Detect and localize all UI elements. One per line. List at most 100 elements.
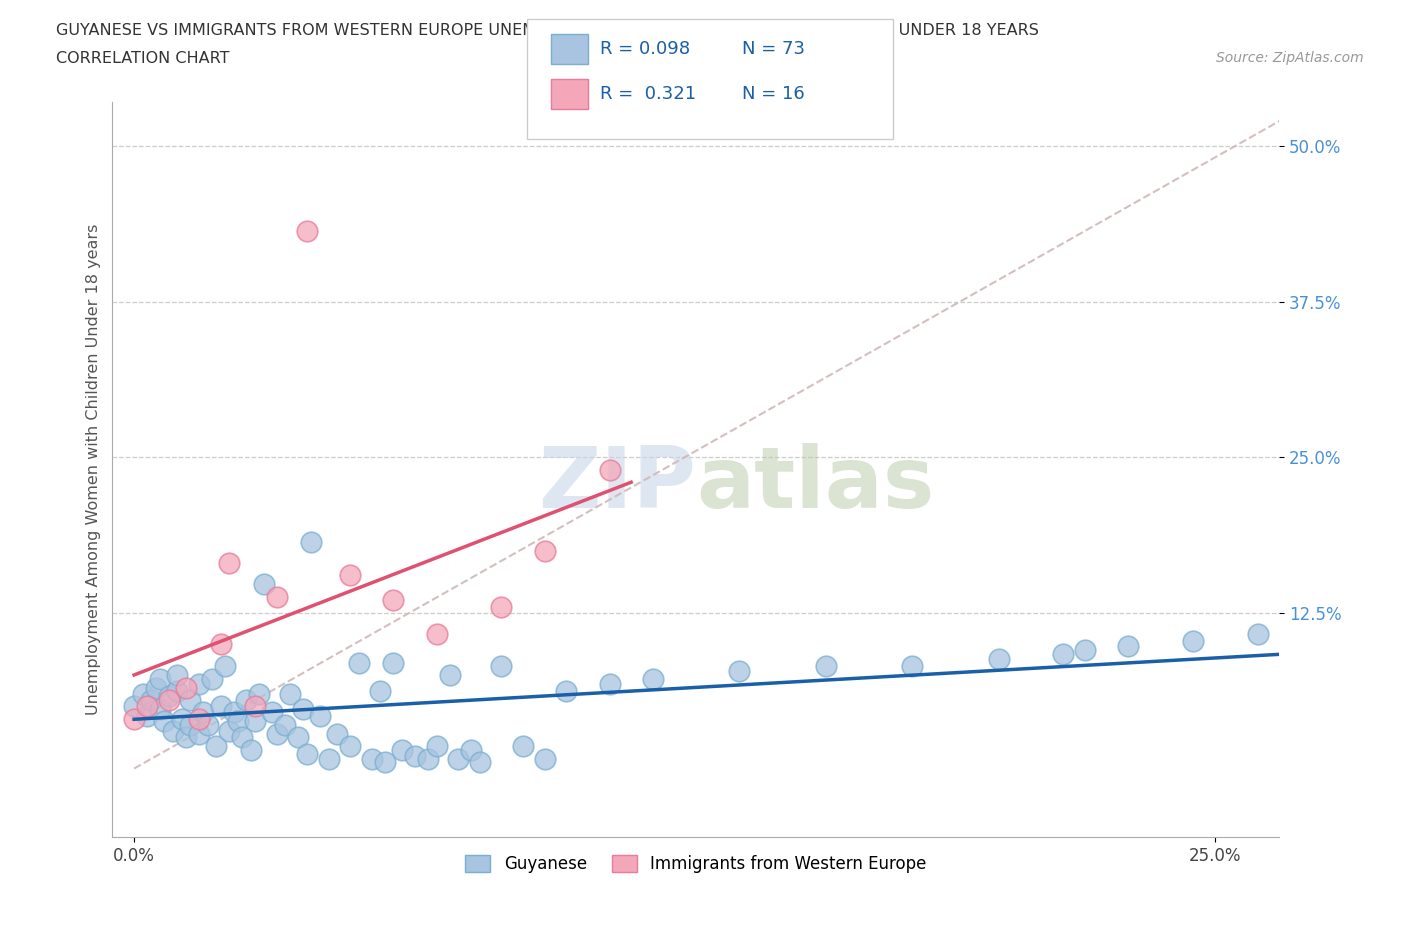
Point — [326, 726, 349, 741]
Point — [187, 711, 209, 726]
Point — [382, 593, 405, 608]
Point — [299, 535, 322, 550]
Point — [166, 668, 188, 683]
Point — [533, 751, 555, 766]
Point — [187, 726, 209, 741]
Point — [149, 701, 172, 716]
Point — [226, 713, 249, 728]
Point — [287, 730, 309, 745]
Point — [901, 659, 924, 674]
Point — [728, 664, 751, 679]
Text: R =  0.321: R = 0.321 — [600, 85, 696, 103]
Point — [491, 599, 513, 614]
Point — [382, 656, 405, 671]
Point — [197, 717, 219, 732]
Point — [447, 751, 470, 766]
Point — [145, 680, 167, 695]
Point — [491, 659, 513, 674]
Point — [166, 684, 188, 698]
Point — [187, 676, 209, 691]
Point — [347, 656, 370, 671]
Point — [533, 543, 555, 558]
Text: ZIP: ZIP — [538, 443, 696, 525]
Point — [339, 568, 361, 583]
Point — [360, 751, 382, 766]
Point — [243, 698, 266, 713]
Point — [641, 671, 664, 686]
Point — [122, 698, 145, 713]
Point — [1182, 634, 1205, 649]
Point — [599, 462, 621, 477]
Point — [201, 671, 224, 686]
Point — [278, 686, 301, 701]
Point — [1052, 646, 1074, 661]
Point — [555, 684, 578, 698]
Point — [174, 730, 197, 745]
Point — [374, 755, 396, 770]
Text: N = 73: N = 73 — [742, 40, 806, 59]
Point — [599, 676, 621, 691]
Point — [170, 711, 193, 726]
Point — [218, 724, 240, 738]
Text: atlas: atlas — [696, 443, 934, 525]
Point — [439, 668, 461, 683]
Point — [987, 652, 1010, 667]
Point — [209, 636, 232, 651]
Point — [1116, 639, 1139, 654]
Point — [149, 671, 172, 686]
Point — [209, 698, 232, 713]
Point — [141, 693, 163, 708]
Point — [1247, 627, 1270, 642]
Point — [179, 717, 201, 732]
Text: R = 0.098: R = 0.098 — [600, 40, 690, 59]
Text: CORRELATION CHART: CORRELATION CHART — [56, 51, 229, 66]
Point — [235, 693, 257, 708]
Point — [179, 693, 201, 708]
Point — [391, 742, 413, 757]
Point — [136, 709, 159, 724]
Point — [318, 751, 340, 766]
Point — [157, 689, 180, 704]
Point — [253, 577, 276, 591]
Point — [404, 749, 426, 764]
Point — [132, 686, 155, 701]
Point — [162, 724, 184, 738]
Point — [266, 590, 288, 604]
Point — [218, 555, 240, 570]
Point — [136, 698, 159, 713]
Text: Source: ZipAtlas.com: Source: ZipAtlas.com — [1216, 51, 1364, 65]
Point — [295, 223, 318, 238]
Point — [295, 746, 318, 761]
Point — [222, 705, 245, 720]
Point — [309, 709, 332, 724]
Point — [153, 713, 176, 728]
Point — [426, 738, 449, 753]
Point — [243, 713, 266, 728]
Legend: Guyanese, Immigrants from Western Europe: Guyanese, Immigrants from Western Europe — [458, 848, 934, 880]
Point — [1074, 643, 1097, 658]
Point — [193, 705, 215, 720]
Point — [262, 705, 284, 720]
Point — [416, 751, 439, 766]
Text: GUYANESE VS IMMIGRANTS FROM WESTERN EUROPE UNEMPLOYMENT AMONG WOMEN WITH CHILDRE: GUYANESE VS IMMIGRANTS FROM WESTERN EURO… — [56, 23, 1039, 38]
Point — [239, 742, 262, 757]
Point — [174, 680, 197, 695]
Point — [205, 738, 228, 753]
Point — [266, 726, 288, 741]
Point — [231, 730, 253, 745]
Point — [274, 717, 297, 732]
Point — [426, 627, 449, 642]
Point — [460, 742, 482, 757]
Point — [157, 693, 180, 708]
Y-axis label: Unemployment Among Women with Children Under 18 years: Unemployment Among Women with Children U… — [86, 224, 101, 715]
Point — [339, 738, 361, 753]
Point — [814, 659, 837, 674]
Point — [122, 711, 145, 726]
Point — [512, 738, 534, 753]
Point — [468, 755, 491, 770]
Point — [370, 684, 392, 698]
Point — [291, 701, 314, 716]
Point — [214, 659, 236, 674]
Text: N = 16: N = 16 — [742, 85, 806, 103]
Point — [249, 686, 271, 701]
